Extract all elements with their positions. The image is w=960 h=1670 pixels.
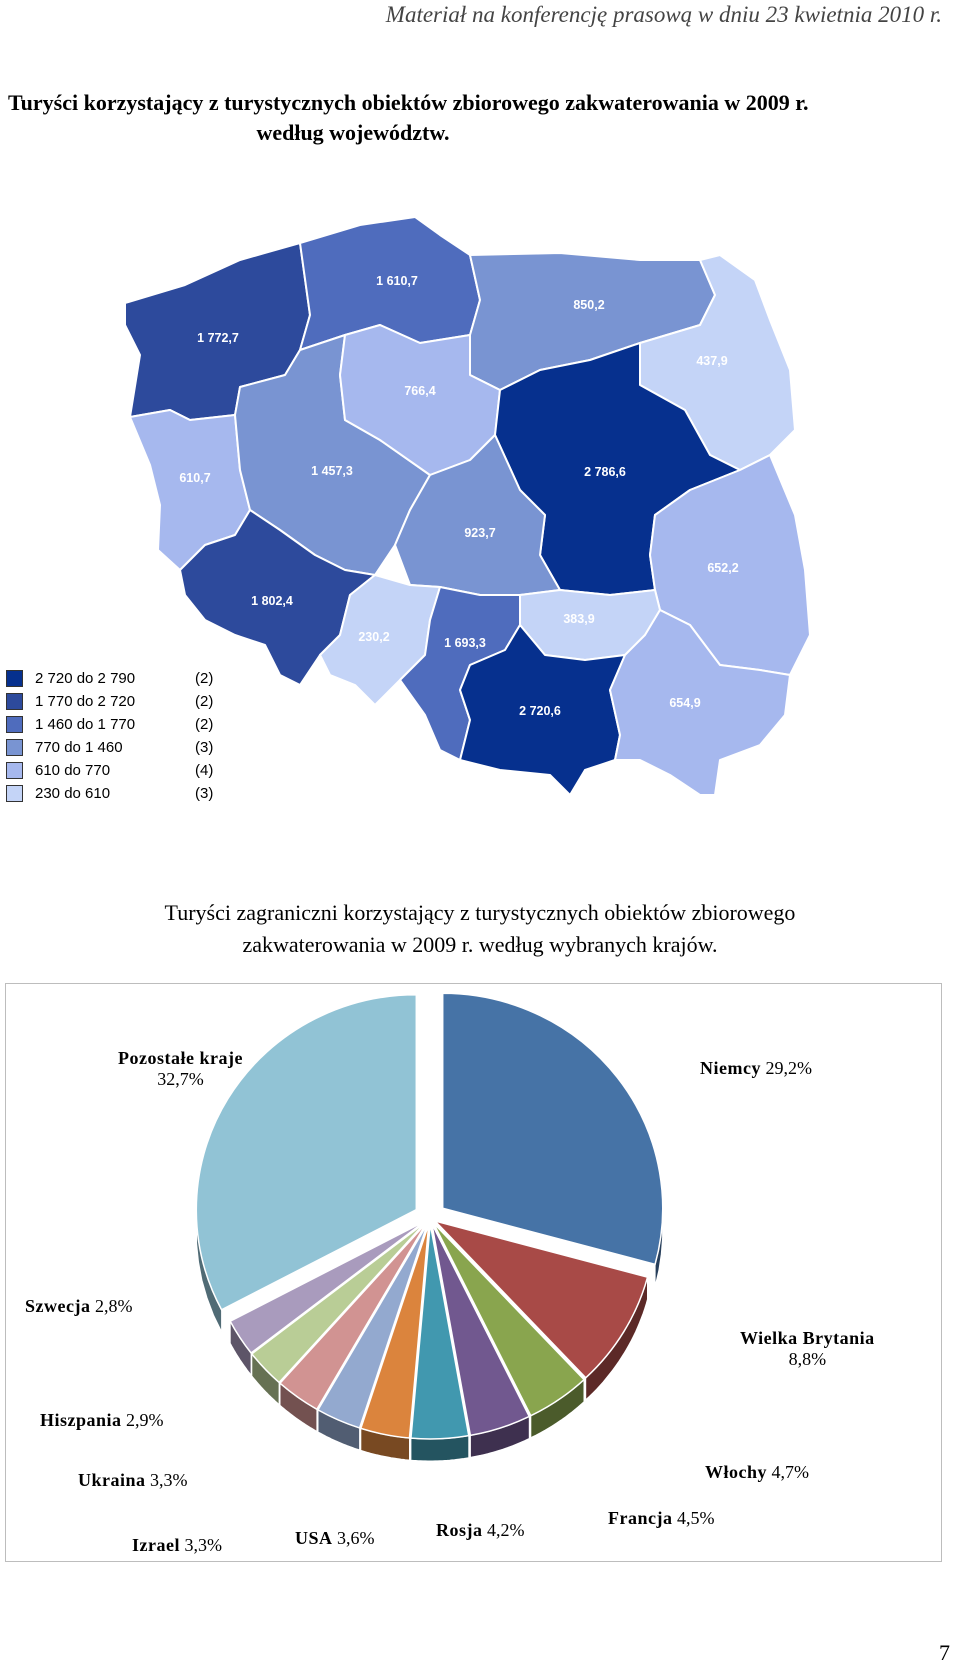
- map-label-podlaskie: 437,9: [696, 354, 727, 368]
- legend-item: 1 460 do 1 770 (2): [6, 713, 213, 736]
- region-podkarpackie: [609, 609, 791, 796]
- map-label-lodzkie: 923,7: [464, 526, 495, 540]
- poland-voivodeship-map: 1 772,7 1 610,7 850,2 437,9 610,7 1 457,…: [124, 216, 811, 796]
- region-malopolskie: [459, 624, 626, 796]
- legend-range: 610 do 770: [35, 762, 111, 779]
- pie-slice: [410, 1223, 470, 1440]
- legend-item: 1 770 do 2 720 (2): [6, 690, 213, 713]
- legend-range: 2 720 do 2 790: [35, 670, 136, 687]
- legend-swatch: [6, 716, 23, 733]
- map-legend: 2 720 do 2 790 (2) 1 770 do 2 720 (2) 1 …: [6, 667, 213, 805]
- map-label-swietokrzyskie: 383,9: [563, 612, 594, 626]
- map-label-lubuskie: 610,7: [179, 471, 210, 485]
- legend-count: (3): [195, 739, 214, 756]
- pie-chart: [195, 992, 664, 1462]
- pie-slice: [431, 1223, 531, 1437]
- map-label-opolskie: 230,2: [358, 630, 389, 644]
- legend-count: (4): [195, 762, 214, 779]
- pie-title-line2: zakwaterowania w 2009 r. według wybranyc…: [242, 932, 718, 957]
- pie-label-szwecja: Szwecja 2,8%: [25, 1296, 133, 1316]
- map-label-warminsko-mazurskie: 850,2: [573, 298, 604, 312]
- legend-count: (2): [195, 670, 214, 687]
- pie-label-izrael: Izrael 3,3%: [132, 1535, 222, 1555]
- chart-frame: [5, 983, 942, 1562]
- map-label-wielkopolskie: 1 457,3: [311, 464, 353, 478]
- pie-slice: [359, 1223, 430, 1439]
- legend-swatch: [6, 785, 23, 802]
- legend-item: 610 do 770 (4): [6, 759, 213, 782]
- legend-item: 230 do 610 (3): [6, 782, 213, 805]
- pie-slice: [432, 1219, 649, 1379]
- legend-range: 1 770 do 2 720: [35, 693, 136, 710]
- legend-count: (3): [195, 785, 214, 802]
- pie-label-wielka-brytania: Wielka Brytania 8,8%: [740, 1328, 875, 1369]
- legend-swatch: [6, 739, 23, 756]
- map-label-pomorskie: 1 610,7: [376, 274, 418, 288]
- header-note: Materiał na konferencję prasową w dniu 2…: [385, 2, 942, 27]
- pie-slice: [250, 1221, 427, 1384]
- legend-range: 230 do 610: [35, 785, 111, 802]
- map-label-zachodniopomorskie: 1 772,7: [197, 331, 239, 345]
- map-title-line1: Turyści korzystający z turystycznych obi…: [8, 90, 809, 115]
- pie-title: Turyści zagraniczni korzystający z turys…: [70, 897, 890, 961]
- page-number: 7: [939, 1640, 950, 1665]
- map-label-dolnoslaskie: 1 802,4: [251, 594, 293, 608]
- map-label-malopolskie: 2 720,6: [519, 704, 561, 718]
- pie-label-pozostale: Pozostałe kraje 32,7%: [118, 1048, 243, 1089]
- pie-slice: [229, 1220, 426, 1355]
- pie-slice: [441, 992, 664, 1266]
- legend-swatch: [6, 693, 23, 710]
- map-label-mazowieckie: 2 786,6: [584, 465, 626, 479]
- pie-label-ukraina: Ukraina 3,3%: [78, 1470, 188, 1490]
- map-label-podkarpackie: 654,9: [669, 696, 700, 710]
- pie-label-wlochy: Włochy 4,7%: [705, 1462, 810, 1482]
- map-label-slaskie: 1 693,3: [444, 636, 486, 650]
- pie-slice: [432, 1222, 586, 1417]
- map-label-kujawsko-pomorskie: 766,4: [404, 384, 435, 398]
- map-title-line2: według województw.: [256, 120, 450, 145]
- pie-slice: [278, 1222, 428, 1411]
- legend-count: (2): [195, 693, 214, 710]
- legend-range: 1 460 do 1 770: [35, 716, 136, 733]
- pie-label-niemcy: Niemcy 29,2%: [700, 1058, 812, 1078]
- legend-swatch: [6, 670, 23, 687]
- legend-swatch: [6, 762, 23, 779]
- map-title: Turyści korzystający z turystycznych obi…: [8, 88, 952, 148]
- pie-label-usa: USA 3,6%: [295, 1528, 375, 1548]
- legend-item: 770 do 1 460 (3): [6, 736, 213, 759]
- map-label-lubelskie: 652,2: [707, 561, 738, 575]
- legend-count: (2): [195, 716, 214, 733]
- legend-item: 2 720 do 2 790 (2): [6, 667, 213, 690]
- pie-title-line1: Turyści zagraniczni korzystający z turys…: [164, 900, 796, 925]
- pie-slice: [195, 993, 418, 1311]
- pie-label-francja: Francja 4,5%: [608, 1508, 715, 1528]
- pie-label-rosja: Rosja 4,2%: [436, 1520, 525, 1540]
- legend-range: 770 do 1 460: [35, 739, 123, 756]
- pie-label-hiszpania: Hiszpania 2,9%: [40, 1410, 164, 1430]
- pie-slice: [316, 1223, 429, 1429]
